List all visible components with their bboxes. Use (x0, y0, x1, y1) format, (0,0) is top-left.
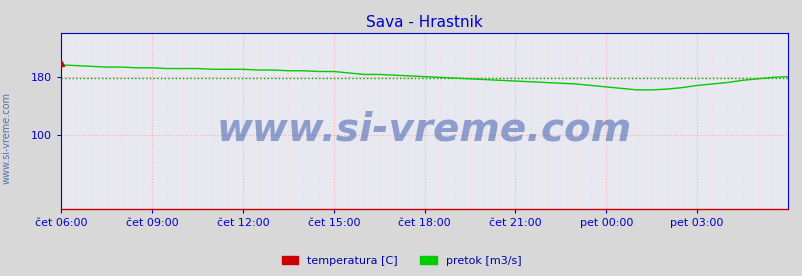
Text: www.si-vreme.com: www.si-vreme.com (2, 92, 11, 184)
Text: www.si-vreme.com: www.si-vreme.com (217, 110, 631, 148)
Legend: temperatura [C], pretok [m3/s]: temperatura [C], pretok [m3/s] (277, 251, 525, 270)
Title: Sava - Hrastnik: Sava - Hrastnik (366, 15, 482, 30)
